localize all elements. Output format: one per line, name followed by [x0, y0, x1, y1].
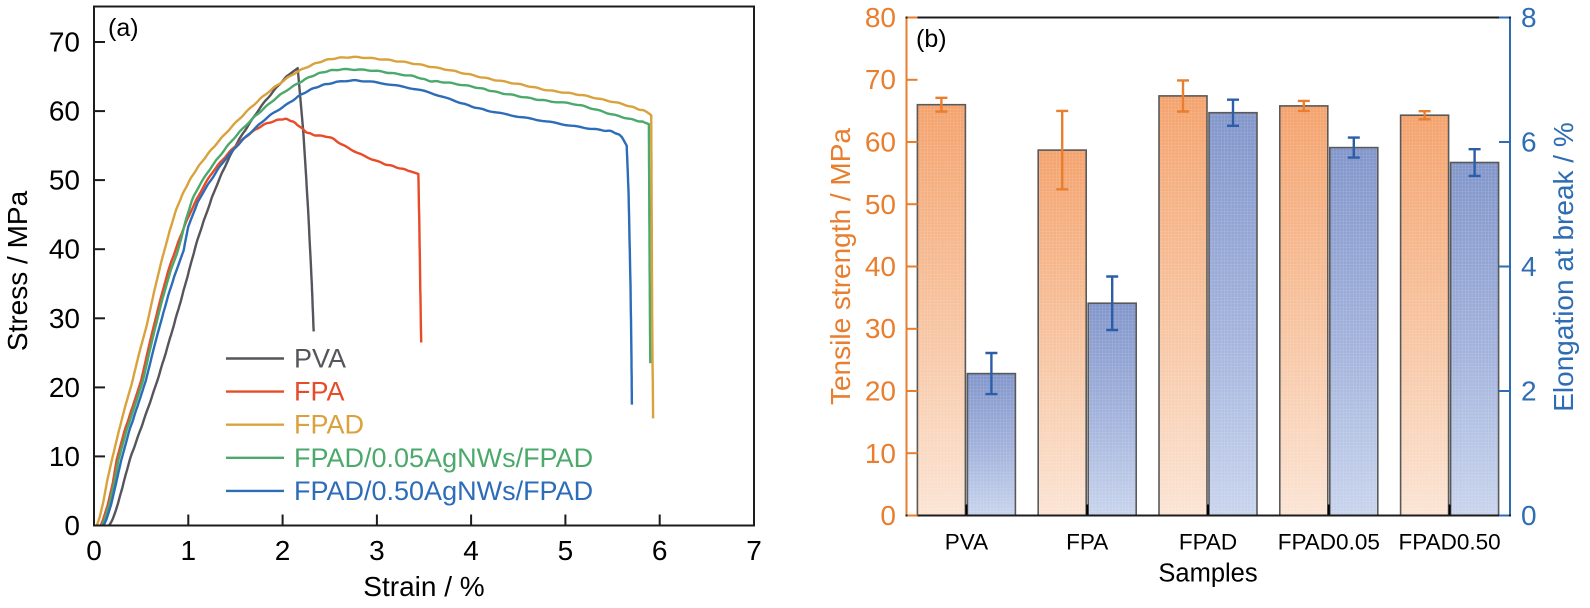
svg-text:4: 4 [1521, 251, 1537, 282]
svg-text:60: 60 [865, 127, 896, 158]
svg-text:FPAD: FPAD [1179, 530, 1237, 555]
svg-text:FPAD0.50: FPAD0.50 [1399, 530, 1501, 555]
svg-text:Samples: Samples [1158, 560, 1257, 588]
svg-text:8: 8 [1521, 2, 1537, 33]
svg-text:80: 80 [865, 2, 896, 33]
svg-text:Tensile strength / MPa: Tensile strength / MPa [825, 128, 856, 405]
svg-text:PVA: PVA [945, 530, 988, 555]
svg-text:0: 0 [64, 510, 80, 541]
svg-text:50: 50 [865, 189, 896, 220]
svg-text:50: 50 [49, 165, 80, 196]
svg-text:10: 10 [865, 438, 896, 469]
svg-text:60: 60 [49, 96, 80, 127]
svg-text:5: 5 [558, 535, 574, 566]
svg-text:40: 40 [865, 251, 896, 282]
svg-text:10: 10 [49, 441, 80, 472]
svg-text:20: 20 [49, 372, 80, 403]
svg-text:70: 70 [49, 27, 80, 58]
svg-text:2: 2 [1521, 376, 1537, 407]
svg-text:3: 3 [369, 535, 385, 566]
svg-text:0: 0 [1521, 500, 1537, 531]
svg-text:FPAD0.05: FPAD0.05 [1278, 530, 1380, 555]
svg-text:FPA: FPA [294, 377, 345, 407]
svg-text:0: 0 [86, 535, 102, 566]
svg-text:FPAD/0.50AgNWs/FPAD: FPAD/0.50AgNWs/FPAD [294, 476, 593, 506]
svg-text:(a): (a) [108, 14, 139, 42]
svg-text:FPA: FPA [1066, 530, 1108, 555]
svg-text:2: 2 [275, 535, 291, 566]
svg-text:Strain / %: Strain / % [363, 571, 484, 602]
svg-text:70: 70 [865, 64, 896, 95]
svg-text:4: 4 [463, 535, 479, 566]
svg-text:6: 6 [652, 535, 668, 566]
svg-text:40: 40 [49, 234, 80, 265]
svg-text:6: 6 [1521, 127, 1537, 158]
svg-text:(b): (b) [916, 25, 947, 53]
svg-text:FPAD/0.05AgNWs/FPAD: FPAD/0.05AgNWs/FPAD [294, 443, 593, 473]
svg-text:7: 7 [746, 535, 762, 566]
svg-text:FPAD: FPAD [294, 410, 364, 440]
svg-text:Elongation at break / %: Elongation at break / % [1548, 122, 1579, 412]
svg-text:30: 30 [49, 303, 80, 334]
svg-text:20: 20 [865, 376, 896, 407]
svg-text:1: 1 [181, 535, 197, 566]
svg-text:PVA: PVA [294, 344, 346, 374]
svg-text:30: 30 [865, 313, 896, 344]
svg-text:0: 0 [880, 500, 896, 531]
svg-text:Stress / MPa: Stress / MPa [2, 190, 33, 351]
